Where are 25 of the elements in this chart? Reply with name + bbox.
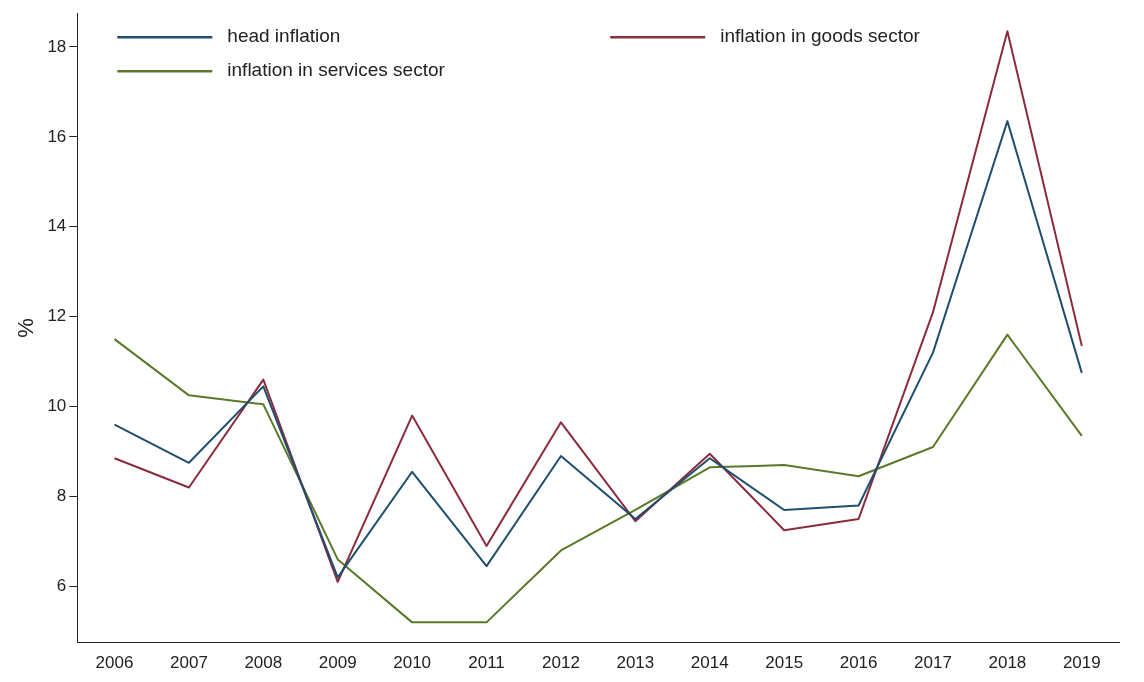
y-tick-label: 14 (47, 216, 67, 236)
x-tick-label: 2014 (690, 653, 729, 673)
x-tick-label: 2008 (244, 653, 283, 673)
x-tick-label: 2019 (1062, 653, 1101, 673)
x-tick-label: 2007 (170, 653, 208, 673)
x-tick-label: 2018 (988, 653, 1027, 673)
y-tick-label: 8 (56, 486, 67, 506)
x-tick-label: 2015 (765, 653, 804, 673)
y-tick-label: 12 (47, 306, 67, 326)
x-tick-label: 2010 (393, 653, 432, 673)
y-tick-label: 18 (47, 36, 67, 56)
x-tick-label: 2006 (95, 653, 134, 673)
y-axis-title: % (13, 318, 39, 338)
legend-label: inflation in services sector (227, 59, 446, 81)
legend-label: head inflation (227, 25, 341, 47)
y-tick-label: 10 (47, 396, 67, 416)
x-tick-label: 2013 (616, 653, 655, 673)
x-tick-label: 2017 (914, 653, 952, 673)
y-tick-label: 16 (47, 126, 67, 146)
y-tick-label: 6 (56, 576, 67, 596)
x-tick-label: 2011 (468, 653, 505, 673)
legend-label: inflation in goods sector (720, 25, 921, 47)
x-tick-label: 2009 (318, 653, 357, 673)
x-tick-label: 2012 (542, 653, 580, 673)
x-tick-label: 2016 (839, 653, 878, 673)
